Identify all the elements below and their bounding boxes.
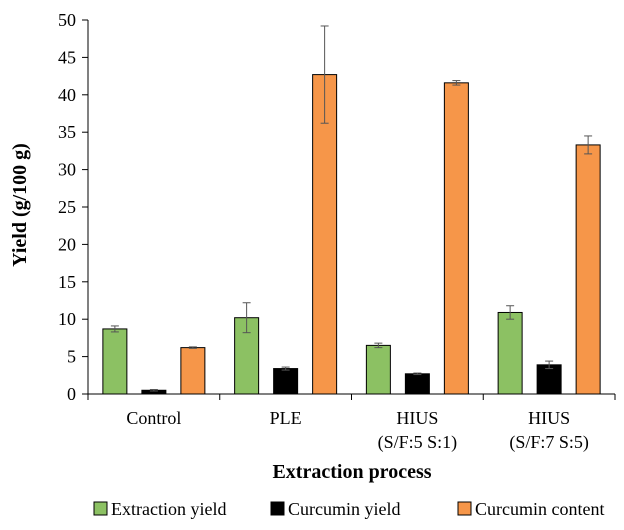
y-tick-label: 0 (67, 384, 76, 404)
bar (497, 311, 523, 395)
bar (536, 364, 562, 395)
bar (443, 82, 469, 395)
legend-swatch (457, 501, 472, 516)
y-tick-label: 5 (67, 347, 76, 367)
legend-swatch (93, 501, 108, 516)
bar (575, 144, 601, 395)
y-tick-label: 25 (58, 197, 76, 217)
legend-label: Curcumin yield (288, 499, 400, 519)
x-tick-label: HIUS (528, 408, 570, 428)
legend-label: Curcumin content (475, 499, 604, 519)
x-tick-label: (S/F:5 S:1) (378, 432, 458, 453)
labels: 0 5 10 15 20 25 30 35 40 45 50 Control PLE HIUS (S/F:5… (58, 10, 589, 453)
y-axis-title: Yield (g/100 g) (9, 143, 31, 267)
x-tick-label: PLE (270, 408, 302, 428)
y-tick-label: 20 (58, 234, 76, 254)
x-tick-label: Control (126, 408, 181, 428)
x-tick-label: HIUS (396, 408, 438, 428)
y-tick-label: 15 (58, 272, 76, 292)
bar (273, 368, 299, 395)
bars (102, 25, 601, 395)
y-tick-label: 45 (58, 47, 76, 67)
y-tick-label: 10 (58, 309, 76, 329)
x-tick-label: (S/F:7 S:5) (509, 432, 589, 453)
y-tick-label: 35 (58, 122, 76, 142)
y-tick-label: 50 (58, 10, 76, 30)
legend: Extraction yield Curcumin yield Curcumin c… (93, 499, 604, 519)
axes (82, 19, 616, 400)
bar (365, 344, 391, 395)
x-axis-title: Extraction process (272, 461, 431, 483)
bar (180, 347, 206, 395)
bar (404, 373, 430, 395)
legend-swatch (270, 501, 285, 516)
bar (102, 328, 128, 395)
y-tick-label: 30 (58, 160, 76, 180)
legend-label: Extraction yield (111, 499, 226, 519)
bar (312, 74, 338, 395)
y-tick-label: 40 (58, 85, 76, 105)
